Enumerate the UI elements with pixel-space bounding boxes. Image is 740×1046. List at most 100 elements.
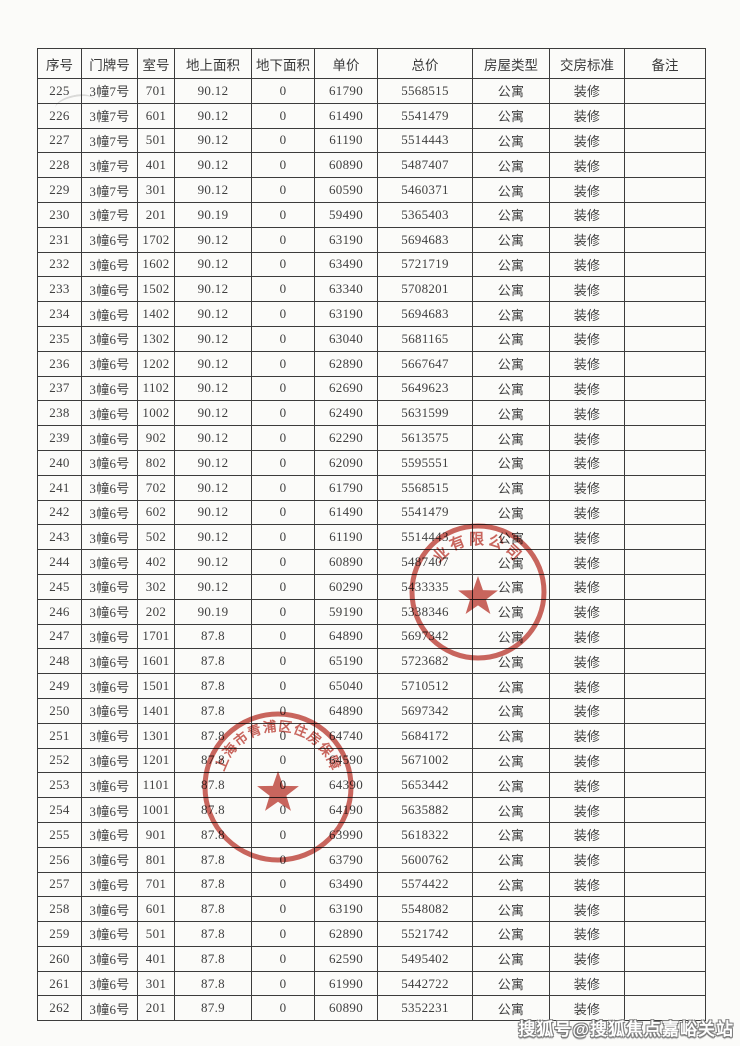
table-cell: 公寓: [472, 970, 550, 997]
table-cell: 1301: [137, 722, 175, 749]
table-row: 237 3幢6号 1102 90.12 0 62690 5649623 公寓 装修: [37, 375, 706, 402]
table-row: 233 3幢6号 1502 90.12 0 63340 5708201 公寓 装修: [37, 276, 706, 303]
table-cell: [624, 871, 706, 898]
table-cell: 90.12: [174, 573, 252, 600]
column-header: 单价: [314, 48, 378, 79]
table-cell: 254: [37, 797, 82, 823]
table-cell: 装修: [549, 177, 625, 203]
table-cell: 3幢6号: [81, 598, 138, 625]
table-cell: 0: [251, 995, 315, 1022]
table-cell: 0: [251, 78, 315, 104]
table-cell: 3幢6号: [81, 747, 138, 774]
table-cell: [624, 201, 706, 228]
table-cell: 公寓: [472, 375, 550, 402]
table-row: 250 3幢6号 1401 87.8 0 64890 5697342 公寓 装修: [37, 697, 706, 724]
table-cell: 0: [251, 623, 315, 650]
table-row: 251 3幢6号 1301 87.8 0 64740 5684172 公寓 装修: [37, 722, 706, 749]
table-cell: 5684172: [377, 722, 473, 749]
table-cell: 0: [251, 896, 315, 923]
table-cell: [624, 226, 706, 253]
table-cell: 1102: [137, 375, 175, 402]
table-cell: 公寓: [472, 772, 550, 799]
table-cell: 3幢6号: [81, 995, 138, 1022]
table-cell: 公寓: [472, 226, 550, 253]
table-cell: 64740: [314, 722, 378, 749]
table-cell: 90.12: [174, 127, 252, 154]
table-cell: 60290: [314, 573, 378, 600]
table-cell: 5595551: [377, 449, 473, 476]
table-row: 240 3幢6号 802 90.12 0 62090 5595551 公寓 装修: [37, 449, 706, 476]
table-cell: [624, 127, 706, 154]
table-cell: 5574422: [377, 871, 473, 898]
table-cell: [624, 821, 706, 848]
table-cell: 90.12: [174, 375, 252, 402]
table-cell: 402: [137, 549, 175, 575]
table-cell: 装修: [549, 152, 625, 179]
table-cell: 0: [251, 871, 315, 898]
table-cell: 3幢6号: [81, 896, 138, 923]
table-cell: 装修: [549, 573, 625, 600]
table-cell: 240: [37, 449, 82, 476]
table-cell: 装修: [549, 797, 625, 823]
table-cell: 3幢6号: [81, 301, 138, 327]
table-cell: 装修: [549, 921, 625, 947]
table-cell: 5548082: [377, 896, 473, 923]
table-cell: 5514443: [377, 127, 473, 154]
table-cell: 5631599: [377, 400, 473, 427]
table-cell: 5521742: [377, 921, 473, 947]
table-cell: [624, 325, 706, 352]
table-cell: [624, 722, 706, 749]
column-header: 门牌号: [81, 48, 138, 79]
table-cell: 5649623: [377, 375, 473, 402]
table-cell: 87.8: [174, 871, 252, 898]
table-cell: 87.8: [174, 673, 252, 699]
table-cell: 702: [137, 474, 175, 501]
table-cell: 90.12: [174, 102, 252, 129]
table-cell: 301: [137, 177, 175, 203]
table-cell: 60590: [314, 177, 378, 203]
table-cell: 59490: [314, 201, 378, 228]
column-header: 房屋类型: [472, 48, 550, 79]
table-cell: 1001: [137, 797, 175, 823]
table-cell: 3幢7号: [81, 152, 138, 179]
table-cell: 公寓: [472, 350, 550, 377]
table-cell: 1701: [137, 623, 175, 650]
table-cell: 3幢6号: [81, 325, 138, 352]
table-cell: 62490: [314, 400, 378, 427]
table-cell: 61790: [314, 474, 378, 501]
table-cell: 5710512: [377, 673, 473, 699]
table-cell: 0: [251, 400, 315, 427]
table-cell: 62690: [314, 375, 378, 402]
table-cell: 装修: [549, 673, 625, 699]
table-cell: 249: [37, 673, 82, 699]
table-cell: 3幢6号: [81, 375, 138, 402]
table-row: 241 3幢6号 702 90.12 0 61790 5568515 公寓 装修: [37, 474, 706, 501]
table-cell: 226: [37, 102, 82, 129]
table-cell: [624, 499, 706, 526]
table-cell: 302: [137, 573, 175, 600]
table-cell: 233: [37, 276, 82, 303]
table-cell: 248: [37, 648, 82, 675]
table-cell: 装修: [549, 400, 625, 427]
table-cell: 装修: [549, 474, 625, 501]
table-cell: 90.12: [174, 78, 252, 104]
table-cell: 202: [137, 598, 175, 625]
table-cell: 3幢6号: [81, 697, 138, 724]
table-cell: 87.8: [174, 648, 252, 675]
table-cell: 87.9: [174, 995, 252, 1022]
table-cell: [624, 995, 706, 1022]
table-cell: 246: [37, 598, 82, 625]
table-cell: 5338346: [377, 598, 473, 625]
table-body: 225 3幢7号 701 90.12 0 61790 5568515 公寓 装修 226 3幢7号 6…: [37, 78, 706, 1022]
table-cell: 228: [37, 152, 82, 179]
table-cell: 5495402: [377, 945, 473, 972]
table-cell: 62890: [314, 350, 378, 377]
table-cell: 61490: [314, 499, 378, 526]
table-cell: [624, 375, 706, 402]
table-cell: 0: [251, 747, 315, 774]
table-cell: 5541479: [377, 102, 473, 129]
table-cell: 公寓: [472, 846, 550, 873]
table-cell: 90.12: [174, 474, 252, 501]
table-cell: 301: [137, 970, 175, 997]
table-cell: 5671002: [377, 747, 473, 774]
